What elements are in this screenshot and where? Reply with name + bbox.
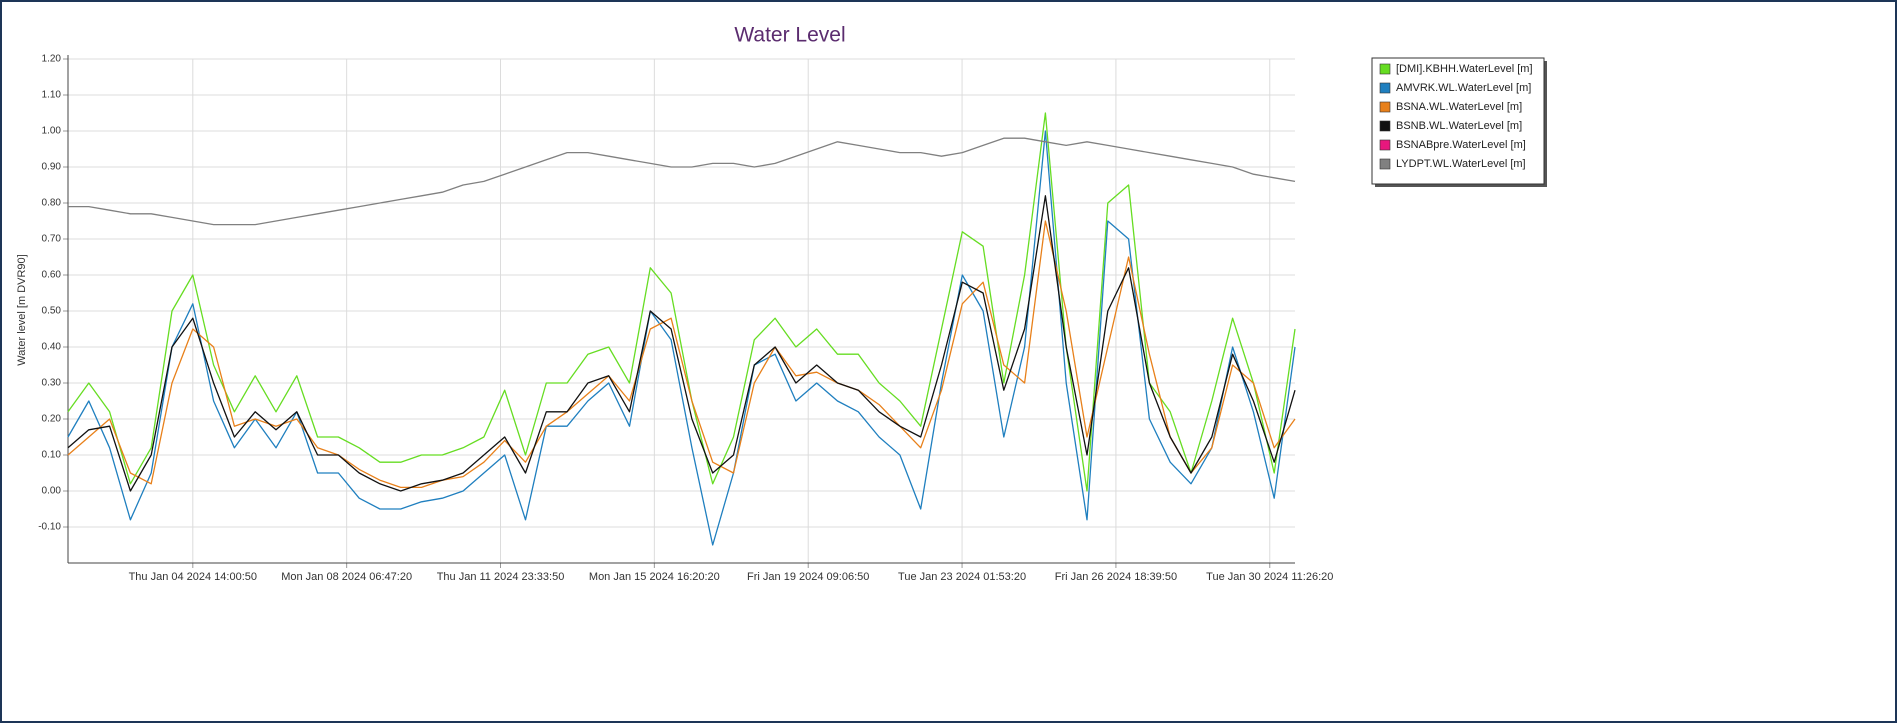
y-tick-label: 0.40 <box>42 342 62 353</box>
series-line <box>67 220 1296 489</box>
y-tick-label: 0.70 <box>42 234 62 245</box>
x-tick-label: Tue Jan 30 2024 11:26:20 <box>1206 571 1333 583</box>
y-tick-label: 1.00 <box>42 126 62 137</box>
y-axis-label: Water level [m DVR90] <box>16 254 28 365</box>
y-tick-label: 0.00 <box>42 486 62 497</box>
x-tick-label: Fri Jan 19 2024 09:06:50 <box>747 571 869 583</box>
legend-label: BSNA.WL.WaterLevel [m] <box>1396 101 1522 113</box>
legend-swatch <box>1379 82 1391 94</box>
legend-swatch <box>1379 139 1391 151</box>
series-line <box>67 112 1296 492</box>
x-tick-label: Fri Jan 26 2024 18:39:50 <box>1055 571 1177 583</box>
y-tick-label: 0.80 <box>42 198 62 209</box>
y-tick-label: 0.50 <box>42 306 62 317</box>
legend-box <box>1371 57 1545 185</box>
y-tick-label: 0.90 <box>42 162 62 173</box>
y-tick-label: 0.60 <box>42 270 62 281</box>
legend-label: [DMI].KBHH.WaterLevel [m] <box>1396 63 1533 75</box>
series-line <box>67 195 1296 492</box>
legend-label: BSNB.WL.WaterLevel [m] <box>1396 120 1522 132</box>
y-tick-label: -0.10 <box>38 522 61 533</box>
x-tick-label: Thu Jan 04 2024 14:00:50 <box>129 571 257 583</box>
legend-label: BSNABpre.WaterLevel [m] <box>1396 139 1526 151</box>
legend-label: LYDPT.WL.WaterLevel [m] <box>1396 158 1526 170</box>
legend-swatch <box>1379 158 1391 170</box>
y-tick-label: 1.20 <box>42 54 62 65</box>
x-tick-label: Mon Jan 15 2024 16:20:20 <box>589 571 720 583</box>
y-tick-label: 0.30 <box>42 378 62 389</box>
legend-swatch <box>1379 63 1391 75</box>
series-line <box>67 130 1296 546</box>
y-tick-label: 1.10 <box>42 90 62 101</box>
y-tick-label: 0.10 <box>42 450 62 461</box>
series-line <box>68 137 1296 226</box>
x-tick-label: Thu Jan 11 2024 23:33:50 <box>437 571 565 583</box>
y-tick-label: 0.20 <box>42 414 62 425</box>
legend-swatch <box>1379 101 1391 113</box>
x-tick-label: Mon Jan 08 2024 06:47:20 <box>281 571 412 583</box>
x-tick-label: Tue Jan 23 2024 01:53:20 <box>898 571 1026 583</box>
legend-label: AMVRK.WL.WaterLevel [m] <box>1396 82 1531 94</box>
chart-title: Water Level <box>734 24 845 47</box>
legend-swatch <box>1379 120 1391 132</box>
